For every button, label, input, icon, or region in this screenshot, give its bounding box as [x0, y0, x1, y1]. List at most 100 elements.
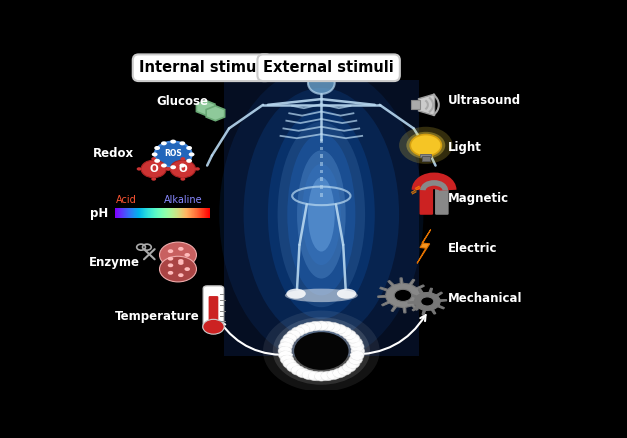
Text: Temperature: Temperature — [115, 310, 199, 323]
Circle shape — [308, 321, 322, 331]
Circle shape — [291, 366, 305, 375]
Text: Redox: Redox — [93, 147, 134, 160]
Circle shape — [189, 152, 194, 156]
Circle shape — [357, 348, 362, 352]
FancyBboxPatch shape — [224, 80, 419, 356]
Circle shape — [178, 247, 184, 251]
Circle shape — [181, 157, 186, 160]
Circle shape — [280, 355, 294, 364]
Circle shape — [283, 334, 297, 343]
Circle shape — [342, 330, 356, 339]
Text: Ultrasound: Ultrasound — [448, 94, 521, 107]
Circle shape — [399, 127, 453, 164]
Circle shape — [170, 160, 196, 178]
Circle shape — [168, 263, 173, 267]
Text: ≡: ≡ — [408, 186, 419, 197]
Circle shape — [349, 355, 362, 364]
Circle shape — [338, 327, 352, 336]
Circle shape — [314, 373, 319, 376]
Circle shape — [152, 152, 157, 156]
Circle shape — [287, 339, 291, 343]
Circle shape — [178, 259, 184, 263]
Text: pH: pH — [90, 207, 108, 219]
Circle shape — [308, 371, 322, 381]
Circle shape — [166, 167, 171, 171]
Circle shape — [349, 332, 354, 335]
Circle shape — [151, 177, 156, 181]
Polygon shape — [377, 278, 428, 313]
Bar — [320, 185, 323, 189]
Text: O: O — [149, 164, 158, 174]
Circle shape — [141, 160, 166, 178]
Circle shape — [283, 359, 297, 368]
Circle shape — [287, 357, 291, 360]
Circle shape — [285, 344, 290, 347]
Circle shape — [327, 322, 340, 332]
Circle shape — [284, 348, 289, 352]
Circle shape — [349, 338, 362, 347]
Circle shape — [315, 371, 328, 381]
Circle shape — [285, 353, 290, 356]
Circle shape — [168, 257, 173, 261]
Circle shape — [155, 141, 192, 167]
Circle shape — [289, 361, 294, 364]
Circle shape — [293, 332, 297, 335]
Circle shape — [178, 273, 184, 277]
Text: Enzyme: Enzyme — [89, 256, 140, 269]
Circle shape — [297, 325, 310, 334]
Circle shape — [344, 329, 349, 332]
Bar — [320, 193, 323, 197]
Circle shape — [294, 332, 349, 370]
Circle shape — [302, 370, 307, 374]
Circle shape — [297, 367, 302, 371]
Circle shape — [293, 364, 297, 368]
Circle shape — [287, 330, 300, 339]
Ellipse shape — [308, 72, 335, 94]
Circle shape — [263, 311, 380, 392]
Circle shape — [394, 290, 412, 301]
Polygon shape — [417, 230, 431, 263]
Circle shape — [159, 256, 196, 282]
Ellipse shape — [219, 66, 423, 363]
Text: Acid: Acid — [116, 195, 137, 205]
FancyBboxPatch shape — [435, 188, 449, 215]
Ellipse shape — [302, 164, 341, 265]
Circle shape — [355, 339, 360, 343]
Circle shape — [168, 271, 173, 275]
Circle shape — [327, 373, 332, 376]
Circle shape — [186, 159, 192, 163]
Ellipse shape — [278, 122, 365, 307]
Polygon shape — [408, 288, 446, 315]
Ellipse shape — [297, 150, 345, 279]
Circle shape — [344, 367, 349, 371]
Circle shape — [355, 357, 360, 360]
Circle shape — [314, 323, 319, 327]
Circle shape — [186, 146, 192, 150]
Bar — [320, 154, 323, 158]
Circle shape — [170, 140, 176, 144]
Circle shape — [339, 370, 344, 374]
Circle shape — [278, 342, 292, 351]
Circle shape — [321, 321, 334, 331]
Circle shape — [346, 359, 360, 368]
Bar — [421, 154, 431, 157]
Circle shape — [291, 327, 305, 336]
FancyBboxPatch shape — [209, 296, 218, 326]
FancyBboxPatch shape — [419, 188, 433, 215]
Circle shape — [357, 353, 361, 356]
Ellipse shape — [285, 289, 358, 302]
Circle shape — [339, 326, 344, 330]
Ellipse shape — [287, 289, 306, 299]
Circle shape — [350, 351, 364, 360]
Circle shape — [161, 141, 167, 145]
Circle shape — [289, 336, 294, 339]
Ellipse shape — [337, 289, 356, 299]
Text: ≡: ≡ — [412, 182, 423, 193]
Bar — [411, 100, 420, 109]
Ellipse shape — [287, 134, 356, 295]
Circle shape — [161, 163, 167, 167]
Circle shape — [338, 366, 352, 375]
Circle shape — [184, 253, 190, 257]
Circle shape — [179, 141, 186, 145]
Text: External stimuli: External stimuli — [263, 60, 394, 75]
